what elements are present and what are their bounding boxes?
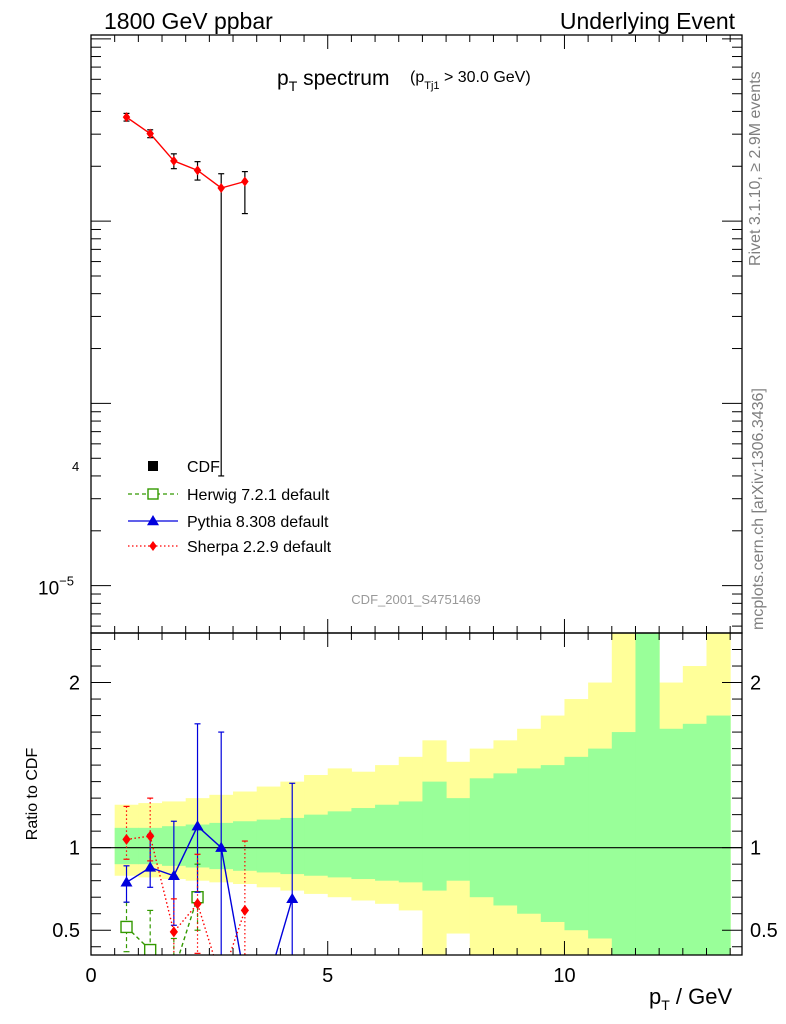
ratio-bands bbox=[114, 633, 731, 955]
cut-sub: Tj1 bbox=[424, 80, 439, 92]
band-inner-bin bbox=[635, 633, 660, 955]
y-tick-label-ratio-right: 1 bbox=[750, 838, 761, 860]
sherpa-ratio-point bbox=[169, 926, 178, 938]
pythia-ratio-point bbox=[167, 869, 180, 880]
band-inner-bin bbox=[493, 773, 518, 906]
legend-sherpa-marker bbox=[149, 541, 157, 551]
y-tick-base: 10 bbox=[38, 579, 59, 600]
band-inner-bin bbox=[327, 811, 352, 878]
band-inner-bin bbox=[304, 814, 329, 876]
legend-herwig-marker bbox=[147, 488, 159, 500]
herwig-ratio-point bbox=[120, 920, 133, 934]
pythia-ratio-point bbox=[215, 841, 228, 852]
ratio-y-label: Ratio to CDF bbox=[24, 748, 41, 841]
cut-text: (pTj1 > 30.0 GeV) bbox=[410, 69, 531, 92]
ratio-line bbox=[126, 835, 246, 955]
band-inner-bin bbox=[706, 715, 731, 955]
cut-a: (p bbox=[410, 69, 424, 86]
sherpa-main-point bbox=[217, 182, 225, 193]
pythia-ratio-point bbox=[144, 861, 157, 872]
band-inner-bin bbox=[659, 728, 684, 955]
band-inner-bin bbox=[682, 723, 707, 955]
y-tick-label-ratio-right: 0.5 bbox=[750, 920, 778, 942]
watermark: CDF_2001_S4751469 bbox=[351, 592, 480, 607]
title-rest: spectrum bbox=[297, 67, 389, 90]
header-left: 1800 GeV ppbar bbox=[104, 8, 273, 34]
band-inner-bin bbox=[422, 781, 447, 891]
sherpa-main-point bbox=[146, 128, 154, 139]
ratio-series-group bbox=[120, 723, 299, 985]
x-tick-label: 10 bbox=[553, 965, 575, 987]
sherpa-main-point bbox=[241, 176, 249, 187]
ratio-line bbox=[126, 896, 199, 955]
band-inner-bin bbox=[398, 801, 423, 883]
y-tick-exp: −5 bbox=[59, 574, 74, 589]
xlabel-p: p bbox=[649, 984, 661, 1009]
band-inner-bin bbox=[469, 778, 494, 898]
sherpa-ratio-point bbox=[193, 898, 202, 910]
cut-b: > 30.0 GeV) bbox=[440, 69, 531, 86]
sherpa-main-line bbox=[126, 116, 246, 189]
band-inner-bin bbox=[351, 808, 376, 880]
xlabel-rest: / GeV bbox=[670, 984, 733, 1009]
x-axis-label: pT / GeV bbox=[649, 984, 732, 1013]
band-inner-bin bbox=[256, 819, 281, 873]
x-tick-label: 5 bbox=[322, 965, 333, 987]
sherpa-main-point bbox=[170, 155, 178, 166]
y-tick-label-ratio-right: 2 bbox=[750, 673, 761, 695]
main-title: pT spectrum bbox=[277, 67, 389, 94]
main-series-group bbox=[122, 112, 249, 477]
y-tick-label-ratio-left: 2 bbox=[69, 673, 80, 695]
band-inner-bin bbox=[611, 732, 636, 955]
header-right: Underlying Event bbox=[559, 8, 735, 34]
sherpa-main-point bbox=[193, 165, 202, 176]
band-inner-bin bbox=[540, 765, 565, 922]
y-tick-label-main-exp: 4 bbox=[72, 459, 79, 474]
legend-pythia-marker bbox=[147, 515, 159, 526]
herwig-ratio-point bbox=[143, 943, 157, 955]
sherpa-main-point bbox=[122, 112, 131, 123]
legend-cdf-marker bbox=[148, 461, 158, 471]
x-tick-label: 0 bbox=[85, 965, 96, 987]
band-inner-bin bbox=[588, 748, 613, 939]
y-tick-label-ratio-left: 0.5 bbox=[52, 920, 80, 942]
y-tick-label-ratio-left: 1 bbox=[69, 838, 80, 860]
band-inner-bin bbox=[114, 827, 139, 865]
legend-label-cdf: CDF bbox=[187, 459, 220, 476]
xlabel-sub: T bbox=[661, 997, 670, 1013]
ratio-frame bbox=[90, 632, 743, 956]
y-tick-label-main: 10−5 bbox=[38, 574, 74, 600]
legend-label-pythia: Pythia 8.308 default bbox=[187, 514, 329, 531]
legend-label-herwig: Herwig 7.2.1 default bbox=[187, 487, 330, 504]
band-inner-bin bbox=[446, 798, 471, 881]
sherpa-ratio-point bbox=[146, 830, 155, 842]
sherpa-ratio-point bbox=[240, 904, 249, 916]
sherpa-ratio-point bbox=[217, 974, 225, 985]
pythia-ratio-point bbox=[191, 820, 204, 831]
pythia-ratio-point bbox=[263, 974, 275, 984]
pythia-ratio-point bbox=[120, 876, 133, 887]
band-inner-bin bbox=[375, 804, 400, 881]
sherpa-ratio-point bbox=[122, 833, 131, 845]
title-sub: T bbox=[289, 78, 298, 94]
pythia-ratio-point bbox=[286, 892, 299, 904]
pythia-ratio-point bbox=[239, 974, 251, 984]
title-p: p bbox=[277, 67, 289, 90]
band-inner-bin bbox=[517, 768, 542, 914]
legend-label-sherpa: Sherpa 2.2.9 default bbox=[187, 539, 332, 556]
herwig-ratio-point bbox=[168, 966, 179, 977]
band-inner-bin bbox=[564, 756, 589, 931]
